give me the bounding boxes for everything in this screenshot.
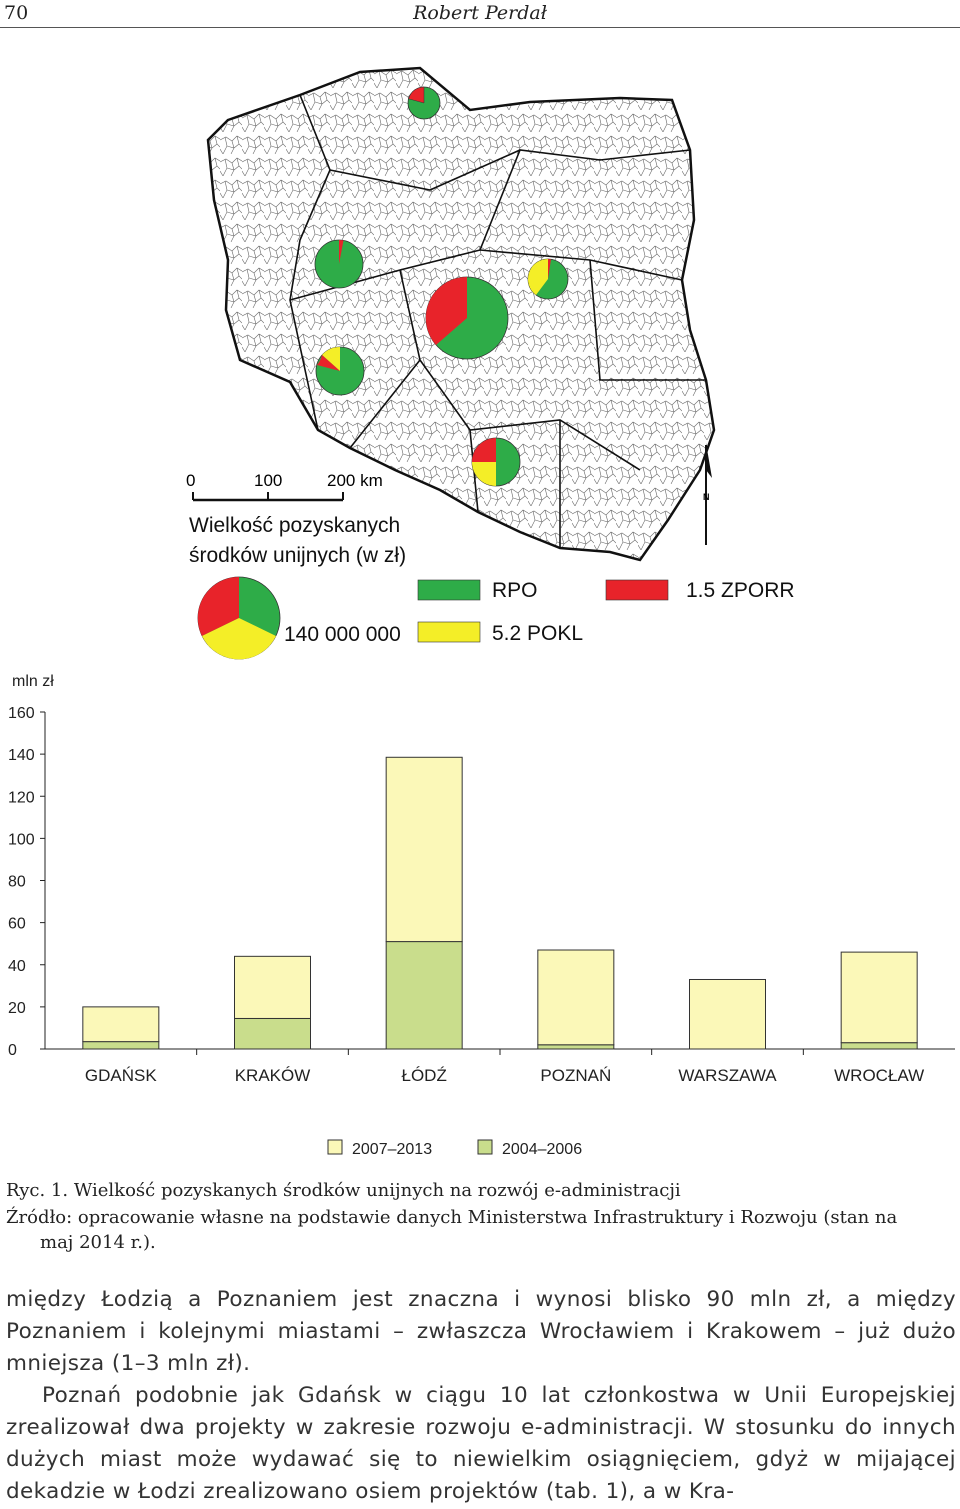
y-tick-label: 40 (8, 958, 26, 975)
body-paragraph-2: Poznań podobnie jak Gdańsk w ciągu 10 la… (6, 1383, 956, 1504)
body-paragraph-1: między Łodzią a Poznaniem jest znaczna i… (6, 1287, 956, 1376)
map-legend-title-line1: Wielkość pozyskanych (189, 514, 400, 537)
legend-value: 140 000 000 (284, 623, 401, 646)
bar-chart: mln zł 0 20 40 60 80 100 120 140 160 GDAŃSK KRAKÓ… (8, 673, 955, 1158)
running-header-author: Robert Perdał (413, 2, 547, 24)
north-arrow-icon: N (703, 443, 712, 545)
bar-segment (385, 941, 463, 1050)
north-label: N (703, 492, 710, 502)
y-tick-label: 100 (8, 831, 35, 848)
pie-poznan (314, 239, 364, 289)
scale-tick-100: 100 (254, 471, 282, 490)
map-legend-title-line2: środków unijnych (w zł) (189, 544, 406, 567)
x-tick-label: ŁÓDŹ (401, 1066, 446, 1085)
bar-segment (840, 951, 918, 1044)
bar-segment (82, 1006, 160, 1043)
legend-swatch (477, 1139, 493, 1155)
bar-segment (689, 978, 766, 1050)
pie-krakow (471, 437, 521, 487)
x-tick-label: WROCŁAW (834, 1066, 924, 1085)
x-tick-label: KRAKÓW (235, 1066, 311, 1085)
y-tick-label: 20 (8, 1000, 26, 1017)
y-tick-label: 60 (8, 916, 26, 933)
y-tick-label: 0 (8, 1042, 17, 1059)
legend-swatch (327, 1139, 343, 1155)
voivodeship-borders (289, 94, 706, 548)
y-tick-label: 120 (8, 789, 35, 806)
scale-tick-0: 0 (186, 471, 195, 490)
bar-segment (537, 1044, 615, 1050)
scale-tick-200: 200 km (327, 471, 383, 490)
y-tick-label: 80 (8, 874, 26, 891)
bar-segment (82, 1041, 160, 1050)
legend-label-pokl: 5.2 POKL (492, 622, 583, 645)
y-tick-label: 160 (8, 705, 35, 722)
x-tick-label: WARSZAWA (678, 1066, 777, 1085)
x-tick-label: POZNAŃ (540, 1066, 611, 1085)
caption-source-line2: maj 2014 r.). (40, 1232, 156, 1253)
legend-label: 2007–2013 (352, 1141, 432, 1158)
header-rule (0, 27, 960, 28)
page-number: 70 (4, 2, 29, 24)
bar-segment (385, 756, 463, 943)
legend-label-rpo: RPO (492, 579, 538, 602)
pie-gdansk (407, 86, 441, 120)
pie-warszawa-region (527, 258, 569, 300)
legend-label: 2004–2006 (502, 1141, 582, 1158)
bar-segment (234, 1017, 311, 1050)
y-axis-label: mln zł (12, 673, 54, 690)
legend-label-zporr: 1.5 ZPORR (686, 579, 795, 602)
caption-source-line1: Źródło: opracowanie własne na podstawie … (6, 1207, 898, 1228)
legend-swatch-rpo (417, 579, 481, 601)
legend-swatch-pokl (417, 621, 481, 643)
bar-segment (537, 949, 615, 1046)
legend-swatch-zporr (605, 579, 669, 601)
scale-bar: 0 100 200 km (186, 471, 383, 502)
pie-lodz (425, 276, 509, 360)
figure-caption-title: Ryc. 1. Wielkość pozyskanych środków uni… (6, 1180, 681, 1201)
legend-pie (197, 576, 281, 660)
bar-segment (234, 955, 311, 1019)
y-tick-label: 140 (8, 747, 35, 764)
poland-map: 0 100 200 km N Wielkość pozyskanych środ… (186, 66, 795, 660)
bar-segment (840, 1042, 918, 1050)
pie-wroclaw (315, 346, 365, 396)
x-tick-label: GDAŃSK (85, 1066, 157, 1085)
figure-caption-source: Źródło: opracowanie własne na podstawie … (6, 1205, 956, 1255)
